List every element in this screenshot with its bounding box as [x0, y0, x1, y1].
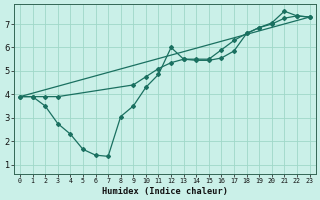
X-axis label: Humidex (Indice chaleur): Humidex (Indice chaleur): [102, 187, 228, 196]
